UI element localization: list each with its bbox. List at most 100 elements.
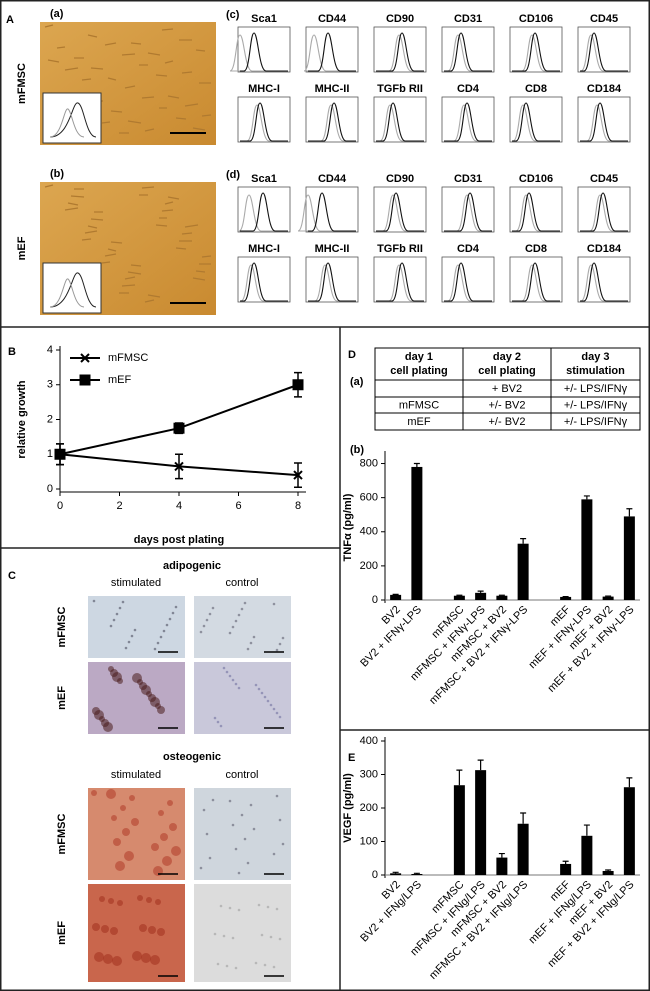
cell [144,299,155,303]
cell [81,238,92,241]
histogram-curve [376,262,424,302]
stain [281,842,285,846]
stain [275,907,279,911]
bar [560,596,572,600]
table-header: cell plating [478,365,535,377]
error-bar [498,594,505,596]
cell [161,28,174,31]
stain [174,605,178,609]
stain [278,642,282,646]
stain [272,707,276,711]
panel-label: D [348,349,356,361]
histogram-box [305,96,359,143]
x-tick-label: 4 [176,500,182,512]
error-bar [477,759,484,771]
y-tick-label: 400 [360,526,378,538]
stain [269,703,273,707]
cell [87,34,98,38]
stain [281,636,285,640]
histogram-curve [444,32,492,72]
cell [155,224,168,227]
error-bar [562,860,569,864]
stain [263,695,267,699]
cell [175,117,187,120]
inset-histogram [49,102,97,138]
table-header: day 2 [493,351,521,363]
histogram-curve [308,104,356,142]
stain [108,898,114,904]
histogram-curve [376,102,424,142]
bar [453,785,465,875]
stain [202,808,206,812]
column-label: control [225,769,258,781]
error-bar [583,495,590,500]
stain [99,896,105,902]
stain [231,625,235,629]
bar [581,835,593,875]
row-label: mEF [16,236,28,260]
histogram-curve [376,192,424,232]
cell [107,77,117,81]
y-tick-label: 3 [47,379,53,391]
error-bar [392,871,399,874]
histogram-curve [376,194,424,232]
panel-label: B [8,346,16,358]
histogram-box [441,26,495,73]
histogram-curve [303,34,356,72]
group-title: osteogenic [163,751,221,763]
histogram-curve [308,262,356,302]
stain [205,618,209,622]
cell [192,277,206,281]
marker-label: CD4 [457,243,480,255]
marker-label: CD184 [587,83,622,95]
cell [181,71,193,74]
panel-label: A [6,14,14,26]
marker-label: CD45 [590,173,618,185]
inset-histogram [49,272,97,308]
stain [243,601,247,605]
point [174,461,184,472]
cell [90,218,104,221]
y-tick-label: 300 [360,768,378,780]
histogram-curve [512,32,560,72]
error-bar [456,594,463,596]
panel-label: E [348,752,355,764]
stain [146,897,152,903]
histogram-curve [512,194,560,232]
stain [199,630,203,634]
marker-label: MHC-II [315,243,350,255]
stain [216,962,220,966]
subpanel-label: (b) [50,168,64,180]
y-tick-label: 800 [360,457,378,469]
cell [104,42,117,46]
cell [44,24,54,28]
stain [94,952,104,962]
cell [90,67,104,70]
stain [120,805,126,811]
marker-label: CD31 [454,173,482,185]
stain [246,861,250,865]
stain [237,613,241,617]
stain [237,686,241,690]
histogram-box [509,96,563,143]
histogram-box [373,96,427,143]
micrograph [194,884,291,982]
stain [137,895,143,901]
stain [272,602,276,606]
histogram-curve [580,194,628,232]
cell [175,247,187,250]
histogram-curve [238,194,288,232]
cell [87,225,98,229]
stain [165,623,169,627]
stain [275,711,279,715]
cell [101,121,111,124]
histogram-curve [308,32,356,72]
row-label: mFMSC [16,63,28,104]
row-label: mFMSC [56,606,68,647]
stain [272,852,276,856]
stain [151,843,159,851]
bar [560,863,572,875]
bar [623,787,635,875]
histogram-curve [240,32,288,72]
table-border [374,347,641,431]
